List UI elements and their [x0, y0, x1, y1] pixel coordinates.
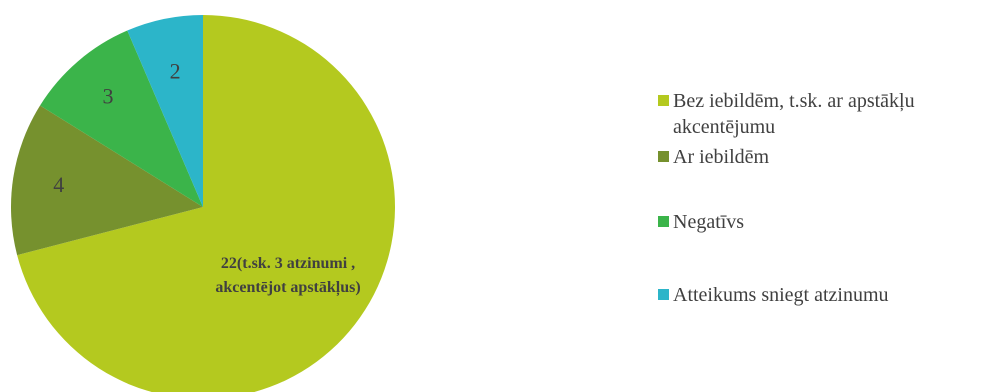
pie-slice-ar-iebildem: [10, 105, 203, 256]
data-label-atteikums: 2: [170, 59, 181, 84]
legend-item-atteikums: Atteikums sniegt atzinumu: [658, 282, 993, 308]
legend-swatch: [658, 216, 669, 227]
legend-label: Negatīvs: [673, 211, 745, 233]
pie-slice-atteikums: [127, 15, 203, 207]
legend-label: Ar iebildēm: [673, 146, 770, 168]
pie-slice-bez-iebildem: [17, 15, 395, 392]
legend-label: Atteikums sniegt atzinumu: [673, 284, 889, 306]
pie-slice-negativs: [40, 30, 203, 207]
slice-labels: 22(t.sk. 3 atzinumi , akcentējot apstākļu…: [53, 59, 360, 297]
data-label-bez-iebildem: 22(t.sk. 3 atzinumi , akcentējot apstākļu…: [215, 255, 360, 297]
legend-swatch: [658, 289, 669, 300]
data-label-ar-iebildem: 4: [53, 172, 64, 197]
data-label-line: 3: [102, 83, 113, 108]
legend-swatch: [658, 151, 669, 162]
data-label-line: 22(t.sk. 3 atzinumi ,: [221, 255, 355, 272]
legend-swatch: [658, 95, 669, 106]
data-label-line: 2: [170, 59, 181, 84]
data-label-negativs: 3: [102, 83, 113, 108]
legend-item-bez-iebildem: Bez iebildēm, t.sk. ar apstākļu akcentēj…: [658, 88, 1003, 140]
legend-item-negativs: Negatīvs: [658, 209, 993, 235]
data-label-line: 4: [53, 172, 64, 197]
legend-item-ar-iebildem: Ar iebildēm: [658, 144, 993, 170]
pie-slices: [10, 15, 395, 392]
data-label-line: akcentējot apstākļus): [215, 279, 360, 297]
legend-label: Bez iebildēm, t.sk. ar apstākļu akcentēj…: [673, 90, 915, 138]
